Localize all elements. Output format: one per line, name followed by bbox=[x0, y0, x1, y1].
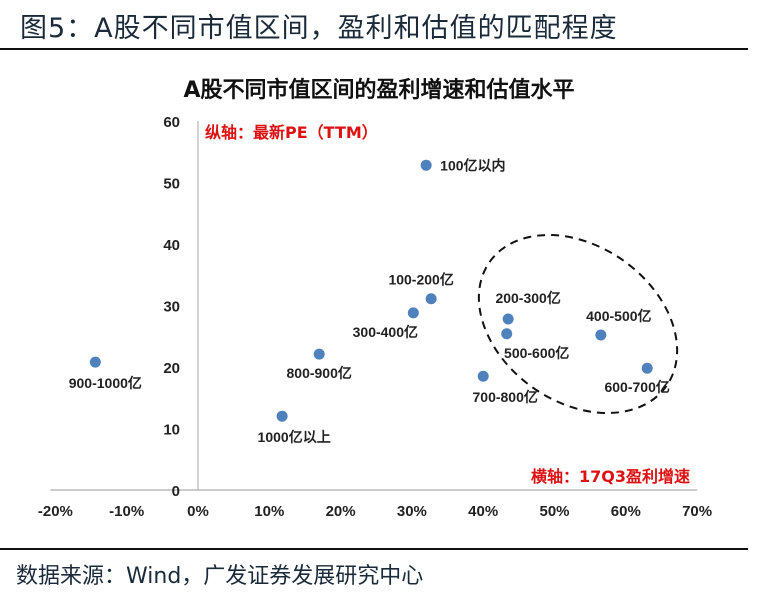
highlight-ellipse bbox=[477, 234, 679, 414]
data-point bbox=[313, 348, 325, 360]
x-tick-label: -20% bbox=[38, 503, 73, 520]
chart-title: A股不同市值区间的盈利增速和估值水平 bbox=[183, 78, 575, 103]
data-point-label: 100亿以内 bbox=[440, 157, 505, 173]
x-tick-label: 10% bbox=[254, 503, 284, 520]
y-tick-label: 50 bbox=[163, 176, 180, 193]
data-point-label: 200-300亿 bbox=[495, 290, 560, 306]
y-tick-label: 10 bbox=[163, 422, 180, 439]
data-point bbox=[477, 370, 489, 382]
figure-title: 图5：A股不同市值区间，盈利和估值的匹配程度 bbox=[20, 13, 618, 44]
x-axis-annotation: 横轴：17Q3盈利增速 bbox=[531, 467, 690, 486]
y-tick-label: 20 bbox=[163, 360, 180, 377]
data-point-label: 400-500亿 bbox=[586, 308, 651, 324]
data-point-label: 800-900亿 bbox=[287, 365, 352, 381]
x-tick-label: 0% bbox=[187, 503, 209, 520]
data-point bbox=[407, 307, 419, 319]
x-tick-label: 60% bbox=[611, 503, 641, 520]
x-tick-label: 50% bbox=[539, 503, 569, 520]
data-point-label: 300-400亿 bbox=[353, 324, 418, 340]
x-tick-label: 70% bbox=[682, 503, 712, 520]
source-note: 数据来源：Wind，广发证券发展研究中心 bbox=[16, 564, 424, 589]
data-point-label: 100-200亿 bbox=[388, 272, 453, 288]
x-tick-label: 20% bbox=[326, 503, 356, 520]
data-point-label: 700-800亿 bbox=[473, 389, 538, 405]
y-tick-label: 40 bbox=[163, 237, 180, 254]
x-tick-label: -10% bbox=[109, 503, 144, 520]
data-point bbox=[276, 410, 288, 422]
y-axis-annotation: 纵轴：最新PE（TTM） bbox=[205, 123, 378, 142]
data-point-label: 500-600亿 bbox=[504, 345, 569, 361]
x-tick-label: 30% bbox=[397, 503, 427, 520]
data-point bbox=[641, 362, 653, 374]
bottom-divider bbox=[0, 548, 748, 550]
x-tick-label: 40% bbox=[468, 503, 498, 520]
data-point bbox=[89, 356, 101, 368]
y-tick-label: 60 bbox=[163, 114, 180, 131]
data-point-label: 1000亿以上 bbox=[258, 429, 331, 445]
data-point bbox=[501, 328, 513, 340]
data-point-label: 900-1000亿 bbox=[69, 375, 142, 391]
y-tick-label: 30 bbox=[163, 299, 180, 316]
data-point-label: 600-700亿 bbox=[604, 379, 669, 395]
data-point bbox=[595, 329, 607, 341]
data-point bbox=[502, 313, 514, 325]
y-tick-label: 0 bbox=[172, 483, 180, 500]
data-point bbox=[420, 159, 432, 171]
data-point bbox=[425, 293, 437, 305]
top-divider bbox=[0, 48, 748, 50]
